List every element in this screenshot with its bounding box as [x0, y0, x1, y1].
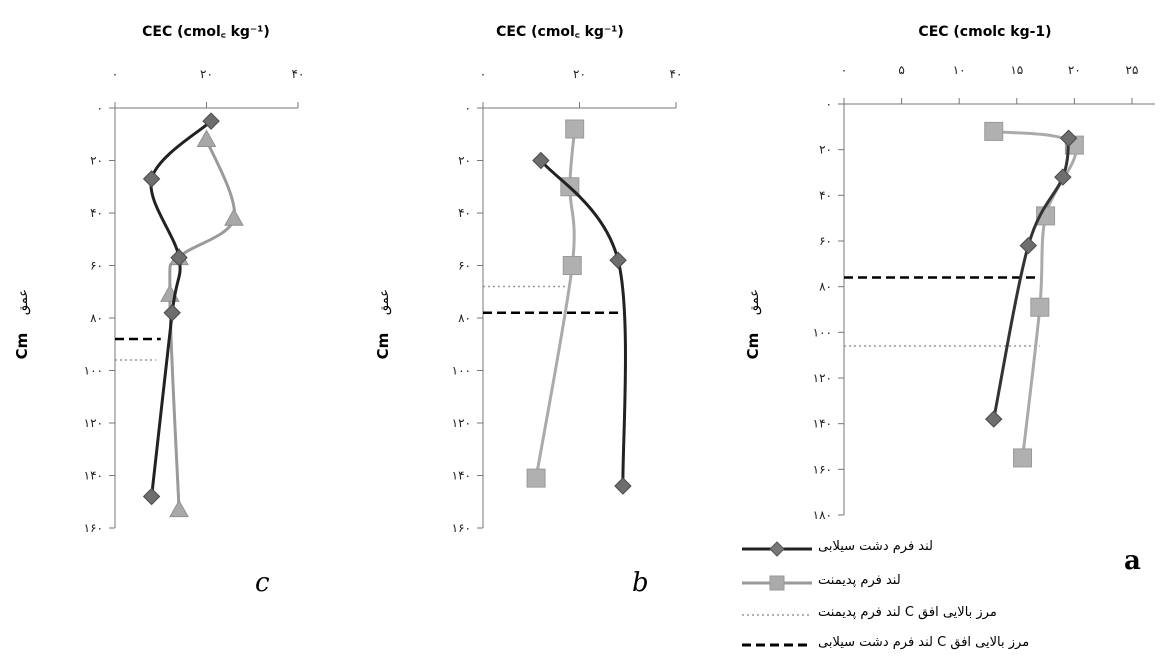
y-tick-label: ۴۰ [458, 206, 471, 220]
series-line-pediment [168, 138, 236, 510]
y-tick-label: ۱۶۰ [813, 462, 832, 476]
legend-swatch-floodplain-boundary [742, 643, 812, 647]
y-tick-label: ۲۰ [819, 143, 832, 157]
y-tick-label: ۴۰ [90, 206, 103, 220]
y-tick-label: ۰ [465, 101, 471, 115]
legend-label-floodplain: لند فرم دشت سیلابی [818, 539, 934, 554]
legend-item-pediment: لند فرم پدیمنت [740, 568, 1174, 598]
legend-item-floodplain: لند فرم دشت سیلابی [740, 534, 1174, 564]
y-tick-label: ۱۲۰ [813, 371, 832, 385]
chart-panel-c: CEC (cmol꜀ kg⁻¹) Cm عمق ۰ ۲۰ ۴۰ ۰ ۲۰ ۴۰ ۶۰ ۸۰ ۱۰۰ ۱۲… [13, 24, 304, 535]
data-point-floodplain [609, 251, 627, 269]
panel-letter-b: b [632, 568, 649, 598]
x-tick-label: ۲۰ [573, 67, 586, 81]
data-point-pediment [526, 468, 546, 488]
chart-panel-a: CEC (cmolc kg-1) Cm عمق ۰ ۵ ۱۰ ۱۵ ۲۰ ۲۵ ۰ ۲۰ ۴۰ ۶۰ ۸۰… [744, 24, 1155, 522]
x-tick-label: ۴۰ [292, 67, 305, 81]
legend-label-pediment: لند فرم پدیمنت [818, 573, 901, 588]
y-tick-label: ۱۰۰ [452, 364, 471, 378]
y-tick-label: ۱۶۰ [84, 521, 103, 535]
y-tick-label: ۲۰ [458, 154, 471, 168]
y-tick-label: ۱۸۰ [813, 508, 832, 522]
x-tick-label: ۱۰ [953, 63, 966, 77]
series-line-pediment [534, 128, 577, 479]
y-axis-label-persian: عمق [747, 289, 762, 315]
legend-label-pediment-boundary: مرز بالایی افق C لند فرم پدیمنت [818, 605, 997, 620]
x-tick-label: ۴۰ [670, 67, 683, 81]
y-tick-label: ۶۰ [819, 234, 832, 248]
panel-letter-a: a [1124, 546, 1141, 576]
series-line-floodplain [149, 120, 213, 497]
data-point-floodplain [1019, 236, 1038, 255]
x-tick-label: ۰ [480, 67, 486, 81]
y-tick-label: ۸۰ [819, 280, 832, 294]
x-tick-label: ۰ [112, 67, 118, 81]
y-axis-label-persian: عمق [377, 289, 392, 315]
x-axis-title: CEC (cmol꜀ kg⁻¹) [142, 24, 270, 40]
y-tick-label: ۱۲۰ [84, 416, 103, 430]
legend-item-floodplain-boundary: مرز بالایی افق C لند فرم دشت سیلابی [740, 630, 1174, 660]
data-point-floodplain [1059, 129, 1078, 147]
chart-panel-b: CEC (cmol꜀ kg⁻¹) Cm عمق ۰ ۲۰ ۴۰ ۰ ۲۰ ۴۰ ۶۰ ۸۰ ۱۰۰ ۱۲… [374, 24, 682, 535]
x-axis-title: CEC (cmolc kg-1) [918, 24, 1051, 40]
data-point-pediment [984, 121, 1004, 141]
y-axis-label-persian: عمق [16, 289, 31, 315]
data-point-pediment [196, 129, 217, 147]
legend-item-pediment-boundary: مرز بالایی افق C لند فرم پدیمنت [740, 600, 1174, 630]
y-axis-label-latin: Cm [13, 333, 31, 360]
data-point-pediment [1030, 297, 1050, 317]
panel-letter-c: c [255, 568, 270, 598]
y-tick-label: ۱۰۰ [84, 364, 103, 378]
data-point-floodplain [142, 487, 161, 506]
x-tick-label: ۲۵ [1126, 63, 1139, 77]
y-tick-label: ۰ [97, 101, 103, 115]
x-tick-label: ۲۰ [1068, 63, 1081, 77]
y-tick-label: ۸۰ [90, 311, 103, 325]
series-line-floodplain [539, 159, 627, 487]
legend-swatch-floodplain [742, 541, 812, 557]
data-point-floodplain [985, 410, 1003, 428]
data-point-floodplain [614, 477, 632, 495]
x-tick-label: ۰ [841, 63, 847, 77]
y-axis-label-latin: Cm [374, 333, 392, 360]
series-line-floodplain [992, 138, 1071, 420]
legend-label-floodplain-boundary: مرز بالایی افق C لند فرم دشت سیلابی [818, 635, 1030, 650]
y-tick-label: ۱۴۰ [813, 417, 832, 431]
y-tick-label: ۸۰ [458, 311, 471, 325]
data-point-pediment [562, 256, 582, 275]
data-point-floodplain [163, 304, 181, 322]
y-tick-label: ۲۰ [90, 154, 103, 168]
data-point-pediment [1013, 448, 1033, 468]
data-point-floodplain [202, 112, 220, 130]
data-point-pediment [169, 499, 189, 518]
data-point-floodplain [532, 151, 550, 170]
y-tick-label: ۱۴۰ [84, 469, 103, 483]
y-tick-label: ۴۰ [819, 188, 832, 202]
y-tick-label: ۶۰ [458, 259, 471, 273]
x-tick-label: ۱۵ [1010, 63, 1023, 77]
y-tick-label: ۱۰۰ [813, 325, 832, 339]
x-axis-title: CEC (cmol꜀ kg⁻¹) [496, 24, 624, 40]
legend-swatch-pediment [742, 575, 812, 591]
x-tick-label: ۲۰ [200, 67, 213, 81]
data-point-pediment [224, 208, 244, 226]
x-tick-label: ۵ [898, 63, 904, 77]
legend: لند فرم دشت سیلابی لند فرم پدیمنت مرز با… [740, 530, 1174, 666]
data-point-pediment [565, 119, 585, 139]
data-point-floodplain [1054, 168, 1072, 186]
legend-swatch-pediment-boundary [742, 614, 812, 616]
y-tick-label: ۱۶۰ [452, 521, 471, 535]
data-point-floodplain [142, 170, 161, 188]
y-tick-label: ۱۲۰ [452, 416, 471, 430]
data-point-floodplain [170, 248, 188, 267]
y-tick-label: ۱۴۰ [452, 469, 471, 483]
y-axis-label-latin: Cm [744, 333, 762, 360]
y-tick-label: ۰ [826, 97, 832, 111]
y-tick-label: ۶۰ [90, 259, 103, 273]
